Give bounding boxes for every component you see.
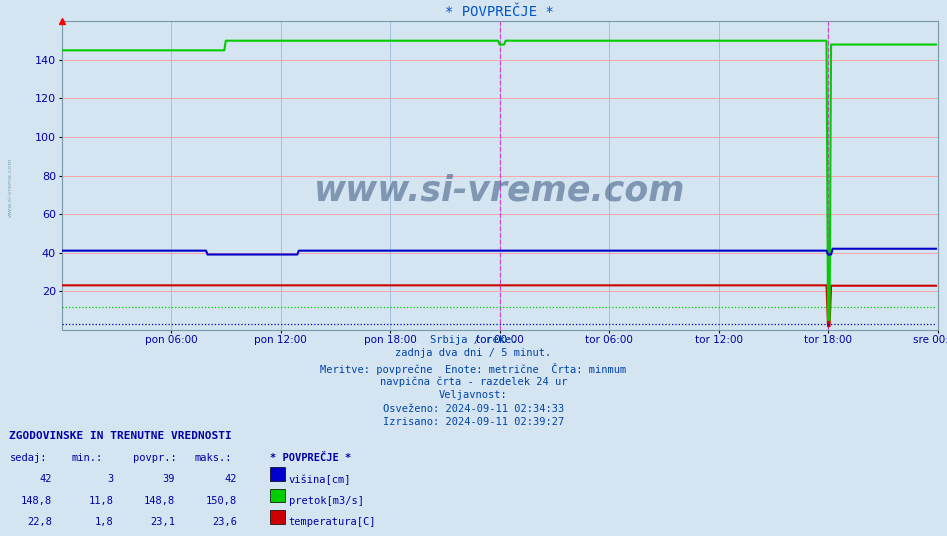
- Text: 23,6: 23,6: [212, 517, 237, 527]
- Text: 22,8: 22,8: [27, 517, 52, 527]
- Text: min.:: min.:: [71, 453, 102, 463]
- Text: povpr.:: povpr.:: [133, 453, 176, 463]
- Text: navpična črta - razdelek 24 ur: navpična črta - razdelek 24 ur: [380, 377, 567, 388]
- Text: 3: 3: [107, 474, 114, 485]
- Text: www.si-vreme.com: www.si-vreme.com: [8, 158, 13, 218]
- Text: 1,8: 1,8: [95, 517, 114, 527]
- Text: 11,8: 11,8: [89, 496, 114, 506]
- Text: sedaj:: sedaj:: [9, 453, 47, 463]
- Title: * POVPREČJE *: * POVPREČJE *: [445, 5, 554, 19]
- Text: 23,1: 23,1: [151, 517, 175, 527]
- Text: 148,8: 148,8: [144, 496, 175, 506]
- Text: ZGODOVINSKE IN TRENUTNE VREDNOSTI: ZGODOVINSKE IN TRENUTNE VREDNOSTI: [9, 431, 232, 442]
- Text: temperatura[C]: temperatura[C]: [289, 517, 376, 527]
- Text: Izrisano: 2024-09-11 02:39:27: Izrisano: 2024-09-11 02:39:27: [383, 417, 564, 427]
- Text: Meritve: povprečne  Enote: metrične  Črta: minmum: Meritve: povprečne Enote: metrične Črta:…: [320, 363, 627, 375]
- Text: 150,8: 150,8: [205, 496, 237, 506]
- Text: 39: 39: [163, 474, 175, 485]
- Text: www.si-vreme.com: www.si-vreme.com: [313, 174, 686, 208]
- Text: zadnja dva dni / 5 minut.: zadnja dva dni / 5 minut.: [396, 348, 551, 359]
- Text: 42: 42: [224, 474, 237, 485]
- Text: 148,8: 148,8: [21, 496, 52, 506]
- Text: * POVPREČJE *: * POVPREČJE *: [270, 453, 351, 463]
- Text: 42: 42: [40, 474, 52, 485]
- Text: Srbija / reke.: Srbija / reke.: [430, 335, 517, 345]
- Text: maks.:: maks.:: [194, 453, 232, 463]
- Text: pretok[m3/s]: pretok[m3/s]: [289, 496, 364, 506]
- Text: Veljavnost:: Veljavnost:: [439, 390, 508, 400]
- Text: višina[cm]: višina[cm]: [289, 474, 351, 485]
- Text: Osveženo: 2024-09-11 02:34:33: Osveženo: 2024-09-11 02:34:33: [383, 404, 564, 414]
